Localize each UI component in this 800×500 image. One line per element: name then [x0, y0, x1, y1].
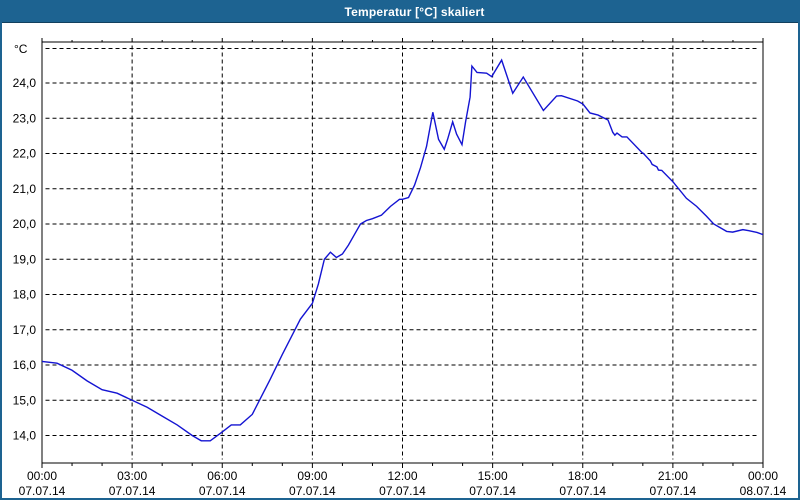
svg-text:15,0: 15,0 [13, 393, 37, 407]
svg-text:20,0: 20,0 [13, 217, 37, 231]
svg-text:14,0: 14,0 [13, 429, 37, 443]
svg-text:07.07.14: 07.07.14 [379, 484, 426, 498]
svg-text:17,0: 17,0 [13, 323, 37, 337]
svg-text:18,0: 18,0 [13, 288, 37, 302]
svg-text:09:00: 09:00 [297, 469, 327, 483]
svg-text:07.07.14: 07.07.14 [19, 484, 66, 498]
svg-text:08.07.14: 08.07.14 [740, 484, 787, 498]
svg-text:°C: °C [14, 42, 28, 56]
svg-text:18:00: 18:00 [568, 469, 598, 483]
svg-text:12:00: 12:00 [387, 469, 417, 483]
svg-text:06:00: 06:00 [207, 469, 237, 483]
svg-text:07.07.14: 07.07.14 [289, 484, 336, 498]
svg-text:07.07.14: 07.07.14 [469, 484, 516, 498]
svg-text:24,0: 24,0 [13, 76, 37, 90]
svg-text:15:00: 15:00 [478, 469, 508, 483]
svg-text:00:00: 00:00 [748, 469, 778, 483]
svg-text:22,0: 22,0 [13, 147, 37, 161]
svg-text:21,0: 21,0 [13, 182, 37, 196]
svg-text:19,0: 19,0 [13, 252, 37, 266]
svg-text:07.07.14: 07.07.14 [199, 484, 246, 498]
svg-text:07.07.14: 07.07.14 [109, 484, 156, 498]
svg-text:23,0: 23,0 [13, 111, 37, 125]
svg-text:00:00: 00:00 [27, 469, 57, 483]
svg-text:07.07.14: 07.07.14 [650, 484, 697, 498]
svg-text:21:00: 21:00 [658, 469, 688, 483]
svg-text:07.07.14: 07.07.14 [559, 484, 606, 498]
svg-text:16,0: 16,0 [13, 358, 37, 372]
svg-text:03:00: 03:00 [117, 469, 147, 483]
